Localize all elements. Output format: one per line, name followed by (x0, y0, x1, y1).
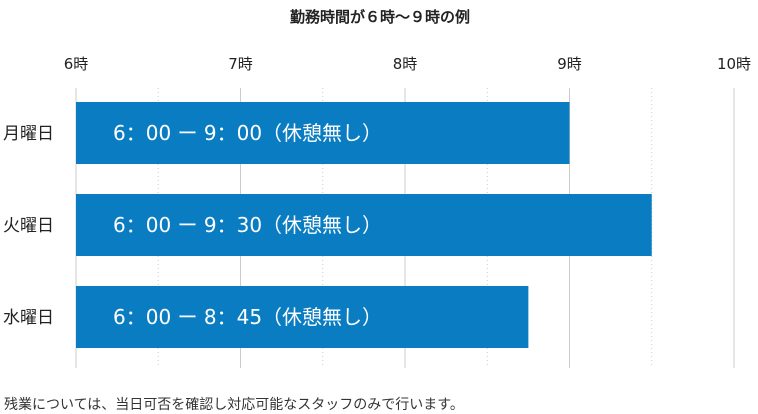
chart-title: 勤務時間が６時～９時の例 (290, 8, 470, 26)
x-tick-label: 8時 (393, 55, 418, 73)
bar-label: 6：00 ー 8：45（休憩無し） (113, 305, 382, 329)
bar-label: 6：00 ー 9：00（休憩無し） (113, 121, 382, 145)
x-tick-label: 7時 (228, 55, 253, 73)
bar (76, 102, 570, 164)
bar (76, 286, 529, 348)
x-tick-label: 9時 (557, 55, 582, 73)
category-label: 月曜日 (3, 124, 54, 144)
x-tick-label: 10時 (717, 55, 751, 73)
category-label: 水曜日 (3, 308, 54, 328)
x-tick-label: 6時 (64, 55, 89, 73)
bars: 6：00 ー 9：00（休憩無し） 6：00 ー 9：30（休憩無し） 6：00 ー… (76, 102, 652, 348)
category-label: 火曜日 (3, 216, 54, 236)
footnote: 残業については、当日可否を確認し対応可能なスタッフのみで行います。 (4, 397, 464, 413)
bar (76, 194, 652, 256)
bar-label: 6：00 ー 9：30（休憩無し） (113, 213, 382, 237)
x-axis-ticks: 6時 7時 8時 9時 10時 (64, 55, 751, 73)
